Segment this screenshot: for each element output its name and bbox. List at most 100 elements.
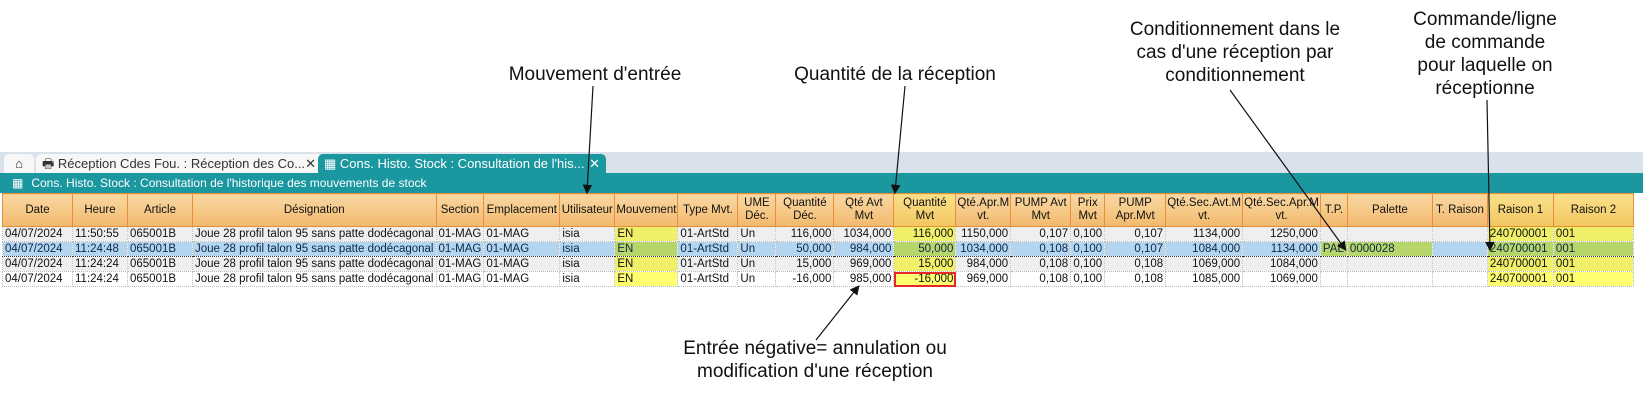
table-cell: 1034,000	[833, 226, 895, 242]
tab-home[interactable]: ⌂	[4, 154, 34, 173]
table-cell: 04/07/2024	[2, 241, 73, 257]
annotation-line: modification d'une réception	[697, 361, 933, 382]
table-cell: 240700001	[1486, 241, 1554, 257]
table-cell: 50,000	[775, 241, 835, 257]
table-row[interactable]: 04/07/2024 11:50:55 065001B Joue 28 profil …	[2, 226, 1634, 242]
table-row[interactable]: 04/07/2024 11:24:48 065001B Joue 28 profil …	[2, 241, 1634, 257]
annotation-line: Entrée négative= annulation ou	[683, 338, 947, 359]
table-row[interactable]: 04/07/2024 11:24:24 065001B Joue 28 profil …	[2, 271, 1634, 287]
table-cell: 11:24:24	[72, 271, 128, 287]
column-header[interactable]: Utilisateur	[559, 193, 616, 227]
column-header[interactable]: PUMP Apr.Mvt	[1104, 193, 1167, 227]
column-header[interactable]: Qté Avt Mvt	[833, 193, 895, 227]
annotation-line: de commande	[1424, 32, 1546, 53]
table-cell	[1431, 271, 1488, 287]
table-cell	[1346, 271, 1433, 287]
table-cell: 1084,000	[1242, 256, 1321, 272]
table-cell: 001	[1552, 241, 1634, 257]
annotation-negative: Entrée négative= annulation ou modificat…	[660, 337, 970, 383]
close-icon[interactable]: ✕	[305, 156, 316, 171]
table-cell: 04/07/2024	[2, 256, 73, 272]
column-header[interactable]: Raison 2	[1552, 193, 1634, 227]
table-cell: 01-MAG	[435, 241, 485, 257]
table-cell: 15,000	[893, 256, 957, 272]
table-cell	[1319, 226, 1348, 242]
table-row[interactable]: 04/07/2024 11:24:24 065001B Joue 28 profil …	[2, 256, 1634, 272]
tab-label: Cons. Histo. Stock : Consultation de l'h…	[339, 156, 585, 171]
table-cell: 1034,000	[955, 241, 1012, 257]
boxes-icon: ▦	[324, 156, 337, 171]
table-cell: 969,000	[833, 256, 895, 272]
table-cell: Un	[737, 271, 777, 287]
column-header[interactable]: Qté.Apr.M vt.	[955, 193, 1012, 227]
table-cell: 0,108	[1104, 256, 1167, 272]
table-cell: isia	[559, 271, 616, 287]
close-icon[interactable]: ✕	[589, 156, 600, 171]
column-header[interactable]: Quantité Déc.	[775, 193, 835, 227]
column-header[interactable]: Date	[2, 193, 73, 227]
table-cell: 065001B	[127, 241, 193, 257]
tab-cons-histo[interactable]: ▦ Cons. Histo. Stock : Consultation de l…	[318, 154, 606, 173]
table-cell: 001	[1552, 271, 1634, 287]
table-cell: 01-MAG	[483, 271, 561, 287]
table-cell: isia	[559, 241, 616, 257]
table-cell	[1346, 226, 1433, 242]
table-cell: 01-MAG	[483, 241, 561, 257]
table-cell: 01-MAG	[435, 226, 485, 242]
table-cell: isia	[559, 256, 616, 272]
table-cell: Joue 28 profil talon 95 sans patte dodéc…	[192, 271, 437, 287]
table-cell: 1085,000	[1165, 271, 1244, 287]
column-header[interactable]: UME Déc.	[737, 193, 777, 227]
annotation-commande: Commande/ligne de commande pour laquelle…	[1390, 8, 1580, 100]
table-cell: -16,000	[775, 271, 835, 287]
table-cell: 11:24:48	[72, 241, 128, 257]
table-cell: 984,000	[833, 241, 895, 257]
column-header[interactable]: Désignation	[192, 193, 437, 227]
table-cell: 01-ArtStd	[677, 256, 739, 272]
table-cell: 01-MAG	[483, 226, 561, 242]
column-header[interactable]: T.P.	[1319, 193, 1348, 227]
column-header[interactable]: Mouvement	[614, 193, 679, 227]
column-header[interactable]: T. Raison	[1431, 193, 1488, 227]
tab-reception[interactable]: 🖶 Réception Cdes Fou. : Réception des Co…	[36, 154, 322, 173]
arrow	[815, 285, 860, 341]
table-cell: EN	[614, 241, 679, 257]
table-cell: 065001B	[127, 256, 193, 272]
column-header[interactable]: Palette	[1346, 193, 1433, 227]
column-header[interactable]: PUMP Avt Mvt	[1010, 193, 1072, 227]
annotation-line: Conditionnement dans le	[1129, 19, 1341, 40]
table-cell: EN	[614, 271, 679, 287]
table-cell: 01-MAG	[483, 256, 561, 272]
column-header[interactable]: Raison 1	[1486, 193, 1554, 227]
column-header[interactable]: Emplacement	[483, 193, 561, 227]
table-cell: 001	[1552, 256, 1634, 272]
printer-icon: 🖶	[42, 156, 55, 171]
column-header[interactable]: Section	[435, 193, 485, 227]
table-cell: 0,100	[1070, 226, 1106, 242]
annotation-line: conditionnement	[1165, 65, 1305, 86]
table-cell: 01-ArtStd	[677, 226, 739, 242]
table-cell: 1150,000	[955, 226, 1012, 242]
column-header[interactable]: Qté.Sec.Apr.M vt.	[1242, 193, 1321, 227]
table-cell: 11:50:55	[72, 226, 128, 242]
column-header[interactable]: Type Mvt.	[677, 193, 739, 227]
column-header[interactable]: Article	[127, 193, 193, 227]
table-cell: 11:24:24	[72, 256, 128, 272]
table-cell: 50,000	[893, 241, 957, 257]
column-header[interactable]: Quantité Mvt	[893, 193, 957, 227]
boxes-icon: ▦	[12, 176, 24, 190]
table-cell: PAL	[1319, 241, 1348, 257]
stock-movement-table: Date Heure Article Désignation Section Emplac…	[2, 193, 1634, 287]
table-cell: 0000028	[1346, 241, 1433, 257]
table-cell: 240700001	[1486, 226, 1554, 242]
table-cell	[1431, 256, 1488, 272]
table-cell: Un	[737, 226, 777, 242]
table-cell: 984,000	[955, 256, 1012, 272]
column-header[interactable]: Heure	[72, 193, 128, 227]
table-cell: Joue 28 profil talon 95 sans patte dodéc…	[192, 226, 437, 242]
column-header[interactable]: Qté.Sec.Avt.M vt.	[1165, 193, 1244, 227]
table-cell: 0,100	[1070, 256, 1106, 272]
column-header[interactable]: Prix Mvt	[1070, 193, 1106, 227]
annotation-mouvement: Mouvement d'entrée	[508, 64, 682, 85]
tab-bar: ⌂ 🖶 Réception Cdes Fou. : Réception des …	[0, 152, 1643, 173]
